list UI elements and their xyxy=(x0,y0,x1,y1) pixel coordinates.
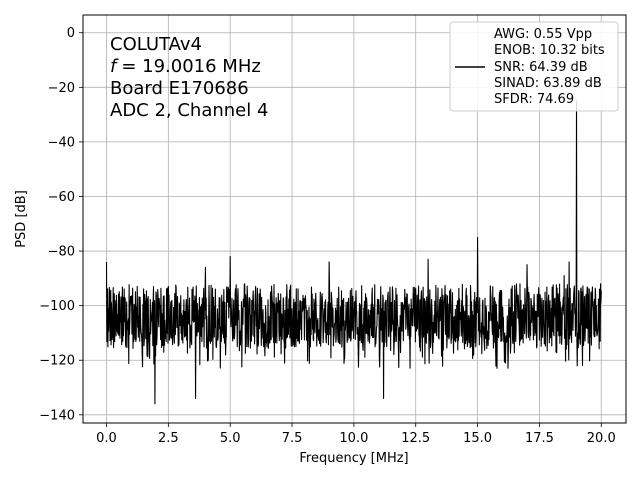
legend-box xyxy=(449,21,619,112)
annotation-symbol: f xyxy=(110,56,119,77)
y-tick-label: −60 xyxy=(48,190,75,205)
x-axis-label: Frequency [MHz] xyxy=(299,451,408,466)
legend-line-sinad: SINAD: 63.89 dB xyxy=(494,76,602,91)
x-tick-label: 15.0 xyxy=(463,431,492,446)
x-tick-label: 7.5 xyxy=(282,431,303,446)
y-tick-label: 0 xyxy=(67,26,75,41)
x-tick-label: 12.5 xyxy=(401,431,430,446)
y-tick-label: −140 xyxy=(39,408,75,423)
legend-line-sfdr: SFDR: 74.69 xyxy=(494,92,574,107)
annotation-text: COLUTAv4 f = 19.0016 MHz Board E170686 AD… xyxy=(110,34,268,121)
x-tick-label: 2.5 xyxy=(158,431,179,446)
y-axis-label: PSD [dB] xyxy=(14,190,29,248)
y-tick-label: −80 xyxy=(48,245,75,260)
legend-line-awg: AWG: 0.55 Vpp xyxy=(494,27,592,42)
x-tick-label: 5.0 xyxy=(220,431,241,446)
legend-line-snr: SNR: 64.39 dB xyxy=(494,60,588,75)
x-tick-label: 0.0 xyxy=(96,431,117,446)
legend: AWG: 0.55 Vpp ENOB: 10.32 bits SNR: 64.3… xyxy=(449,21,619,112)
grid xyxy=(83,15,626,423)
annotation-line-3: Board E170686 xyxy=(110,78,249,99)
psd-series-layer xyxy=(105,100,602,405)
x-tick-label: 17.5 xyxy=(525,431,554,446)
y-tick-label: −40 xyxy=(48,135,75,150)
annotation-line-1: COLUTAv4 xyxy=(110,34,202,55)
plot-frame xyxy=(82,14,627,424)
annotation-line-4: ADC 2, Channel 4 xyxy=(110,100,268,121)
y-tick-label: −20 xyxy=(48,81,75,96)
x-tick-label: 10.0 xyxy=(339,431,368,446)
y-tick-label: −100 xyxy=(39,299,75,314)
annotation-frequency: = 19.0016 MHz xyxy=(121,56,260,77)
y-tick-label: −120 xyxy=(39,354,75,369)
legend-line-enob: ENOB: 10.32 bits xyxy=(494,43,605,58)
x-tick-label: 20.0 xyxy=(587,431,616,446)
psd-series-line xyxy=(105,100,602,405)
annotation-line-2: f = 19.0016 MHz xyxy=(110,56,261,77)
axis-ticks: 0.0 2.5 5.0 7.5 10.0 12.5 15.0 17.5 20.0 0 −20 −40 −… xyxy=(39,26,615,446)
